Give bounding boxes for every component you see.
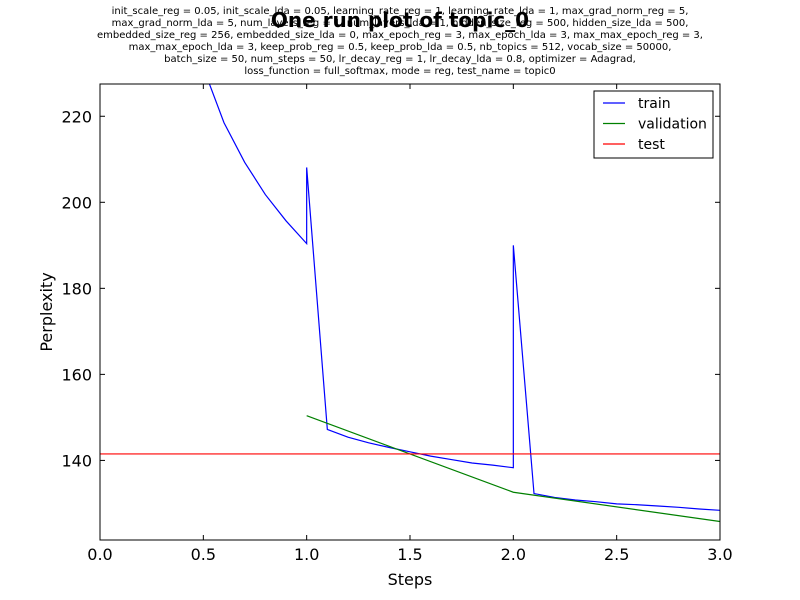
- series-line-validation: [306, 415, 720, 523]
- subtitle-line: batch_size = 50, num_steps = 50, lr_deca…: [164, 54, 636, 65]
- x-tick-label: 1.5: [397, 545, 422, 564]
- x-tick-label: 0.0: [87, 545, 112, 564]
- legend-label-test: test: [638, 137, 665, 153]
- subtitle-line: loss_function = full_softmax, mode = reg…: [244, 66, 556, 77]
- y-tick-label: 200: [61, 193, 92, 212]
- x-tick-label: 3.0: [707, 545, 732, 564]
- x-tick-label: 2.0: [501, 545, 526, 564]
- x-tick-label: 1.0: [294, 545, 319, 564]
- legend: train validation test: [593, 90, 714, 159]
- series-line-train: [208, 84, 720, 511]
- chart-title: One run plot of topic_0: [270, 8, 530, 32]
- series-group: [100, 84, 720, 523]
- subtitle-line: max_grad_norm_lda = 5, num_layers_reg = …: [111, 18, 689, 29]
- subtitle-line: init_scale_reg = 0.05, init_scale_lda = …: [111, 6, 689, 17]
- legend-label-train: train: [638, 96, 671, 112]
- legend-label-validation: validation: [638, 117, 707, 133]
- x-tick-label: 2.5: [604, 545, 629, 564]
- y-axis-label: Perplexity: [37, 272, 56, 351]
- hyperparameter-subtitle: init_scale_reg = 0.05, init_scale_lda = …: [0, 6, 800, 78]
- y-tick-label: 140: [61, 451, 92, 470]
- legend-box: [593, 90, 714, 159]
- y-tick-label: 160: [61, 365, 92, 384]
- subtitle-line: max_max_epoch_lda = 3, keep_prob_reg = 0…: [128, 42, 672, 53]
- subtitle-line: embedded_size_reg = 256, embedded_size_l…: [97, 30, 703, 41]
- y-tick-label: 180: [61, 279, 92, 298]
- x-axis-label: Steps: [388, 570, 433, 589]
- x-tick-label: 0.5: [191, 545, 216, 564]
- y-tick-label: 220: [61, 107, 92, 126]
